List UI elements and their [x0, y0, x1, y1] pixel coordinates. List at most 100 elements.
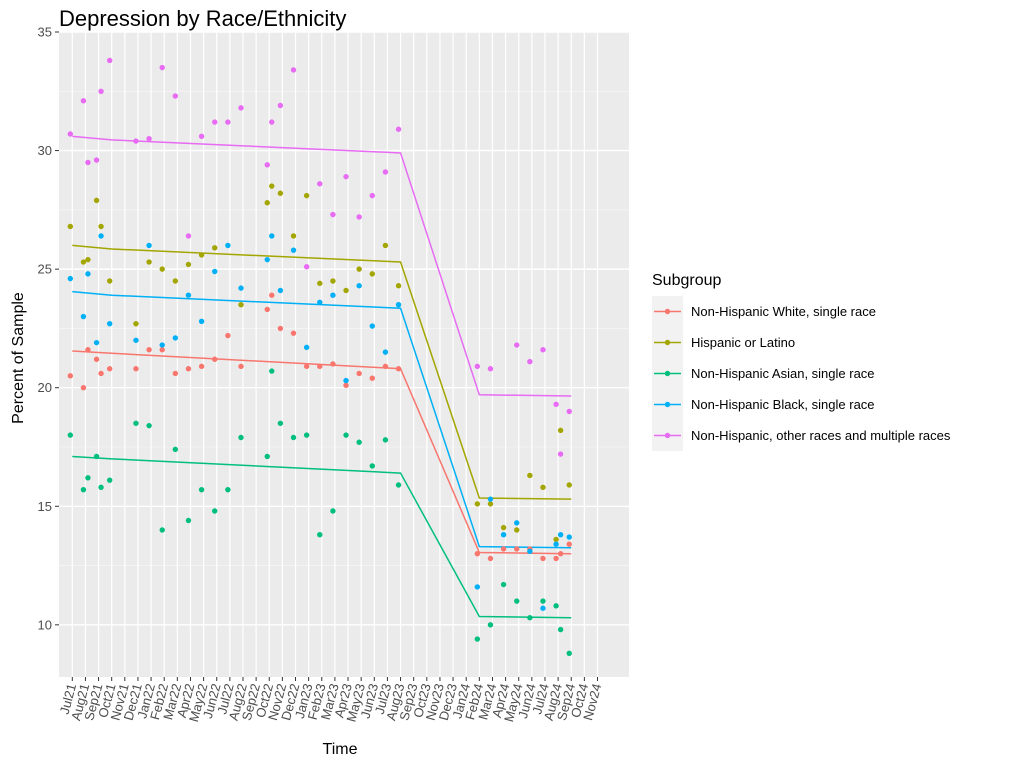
data-point [133, 366, 139, 372]
data-point [356, 439, 362, 445]
data-point [277, 325, 284, 332]
data-point [238, 434, 244, 441]
data-point [487, 501, 494, 507]
data-point [557, 626, 564, 633]
data-point [487, 496, 494, 502]
data-point [264, 453, 270, 460]
data-point [527, 472, 533, 479]
data-point [343, 173, 349, 180]
data-point [264, 200, 270, 206]
data-point [269, 368, 275, 374]
data-point [212, 356, 218, 362]
data-point [303, 344, 310, 351]
data-point [269, 292, 275, 298]
data-point [98, 233, 104, 239]
data-point [500, 524, 507, 531]
data-point [198, 133, 205, 140]
data-point [500, 532, 507, 538]
data-point [474, 363, 481, 370]
data-point [474, 584, 481, 590]
data-point [93, 356, 100, 362]
data-point [80, 98, 87, 104]
data-point [290, 233, 297, 239]
data-point [514, 598, 520, 604]
data-point [317, 299, 323, 306]
data-point [238, 105, 244, 111]
data-point [317, 532, 323, 538]
data-point [540, 484, 546, 490]
data-point [369, 375, 375, 381]
legend-point [664, 370, 671, 377]
data-point [369, 192, 375, 199]
data-point [106, 477, 113, 483]
y-tick-label: 10 [38, 617, 52, 632]
data-point [487, 555, 494, 562]
y-tick-label: 15 [38, 499, 52, 514]
data-point [85, 159, 91, 166]
legend: Subgroup Non-Hispanic White, single race… [652, 272, 951, 451]
data-point [514, 546, 520, 552]
data-point [212, 268, 218, 275]
data-point [277, 287, 284, 294]
chart-title: Depression by Race/Ethnicity [59, 6, 346, 31]
data-point [212, 245, 218, 251]
data-point [67, 131, 74, 137]
data-point [98, 223, 104, 230]
data-point [185, 517, 192, 524]
data-point [146, 136, 152, 142]
data-point [198, 363, 205, 370]
data-point [80, 384, 87, 391]
data-point [212, 508, 218, 514]
legend-point [664, 339, 671, 346]
data-point [238, 285, 244, 291]
data-point [540, 598, 546, 604]
data-point [317, 363, 323, 370]
trend-line [72, 290, 572, 549]
data-point [553, 536, 559, 543]
data-point [500, 546, 507, 552]
data-point [557, 550, 564, 557]
legend-title: Subgroup [652, 272, 721, 289]
data-point [212, 119, 218, 125]
data-point [553, 555, 559, 562]
data-point [269, 233, 275, 239]
data-point [198, 252, 205, 258]
data-point [172, 93, 179, 99]
data-point [159, 347, 165, 353]
data-point [277, 190, 284, 196]
data-point [527, 548, 533, 555]
data-point [159, 64, 165, 71]
data-point [238, 363, 244, 370]
data-point [172, 278, 179, 284]
data-point [514, 520, 520, 526]
data-point [356, 283, 362, 289]
data-point [356, 370, 362, 377]
data-point [98, 484, 104, 490]
data-point [67, 275, 74, 282]
data-point [93, 339, 100, 346]
data-point [395, 126, 402, 132]
data-point [395, 283, 402, 289]
data-point [557, 532, 564, 538]
data-point [67, 373, 74, 379]
data-point [356, 266, 362, 272]
data-point [159, 527, 165, 533]
legend-label: Non-Hispanic Asian, single race [691, 366, 875, 381]
data-point [172, 335, 179, 341]
data-point [382, 349, 389, 355]
legend-point [664, 432, 671, 439]
data-point [566, 650, 572, 656]
data-point [185, 261, 192, 268]
y-tick-label: 20 [38, 380, 52, 395]
data-point [93, 453, 100, 460]
data-point [80, 259, 87, 265]
data-point [85, 256, 91, 263]
data-points [67, 57, 572, 656]
data-point [566, 541, 572, 547]
data-point [514, 527, 520, 533]
data-point [330, 361, 336, 367]
data-point [133, 138, 139, 144]
data-point [557, 451, 564, 457]
legend-label: Non-Hispanic White, single race [691, 304, 876, 319]
